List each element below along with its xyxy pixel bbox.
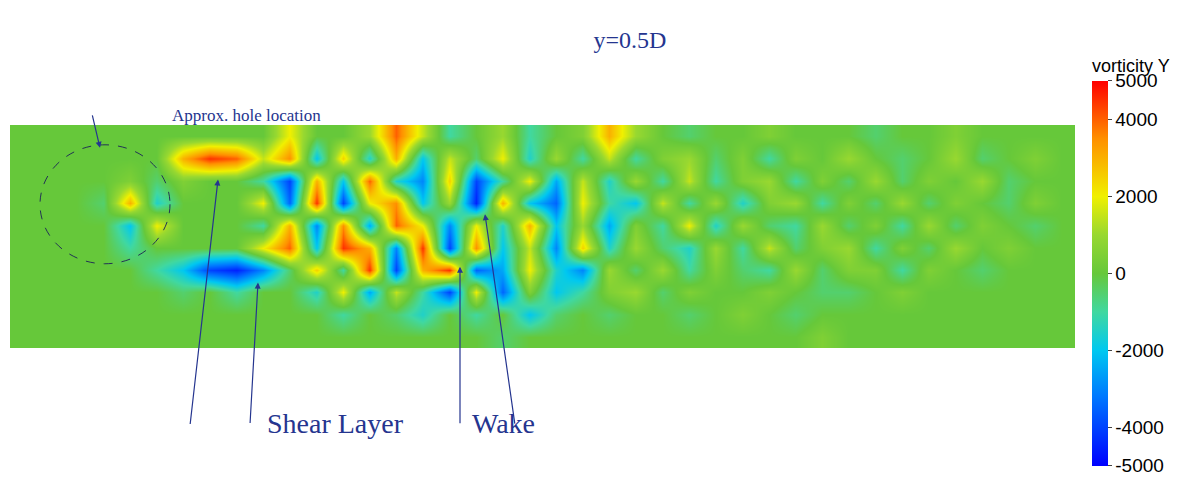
svg-text:4000: 4000 bbox=[1115, 109, 1157, 130]
svg-text:y=0.5D: y=0.5D bbox=[594, 27, 667, 53]
svg-text:-5000: -5000 bbox=[1115, 455, 1164, 476]
svg-text:vorticity Y: vorticity Y bbox=[1092, 56, 1170, 76]
svg-text:Wake: Wake bbox=[472, 408, 535, 439]
svg-text:-4000: -4000 bbox=[1115, 417, 1164, 438]
svg-text:Approx. hole location: Approx. hole location bbox=[172, 106, 321, 125]
svg-text:-2000: -2000 bbox=[1115, 340, 1164, 361]
svg-text:2000: 2000 bbox=[1115, 186, 1157, 207]
svg-text:5000: 5000 bbox=[1115, 70, 1157, 91]
svg-text:Shear Layer: Shear Layer bbox=[267, 408, 404, 439]
svg-text:0: 0 bbox=[1115, 263, 1126, 284]
